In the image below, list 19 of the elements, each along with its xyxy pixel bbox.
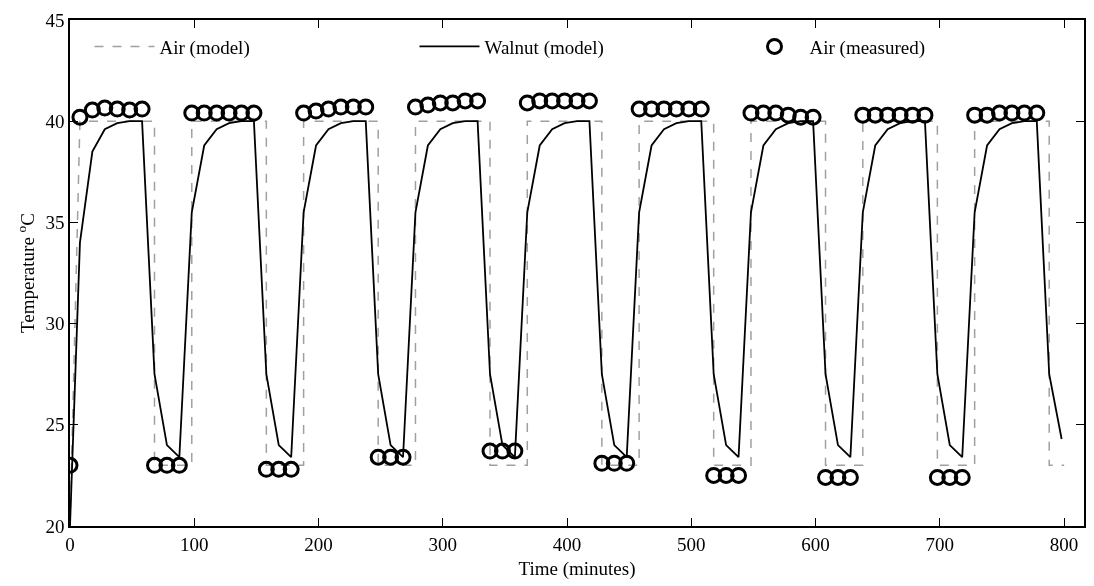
legend-label: Air (model) (159, 36, 250, 59)
y-tick-label: 20 (45, 515, 65, 537)
y-tick-label: 25 (45, 414, 65, 436)
x-tick-label: 700 (925, 533, 955, 555)
x-tick-label: 0 (65, 533, 75, 555)
x-tick-label: 200 (304, 533, 333, 555)
legend-label: Walnut (model) (484, 36, 604, 59)
x-tick-label: 100 (180, 533, 209, 555)
y-tick-label: 40 (45, 110, 65, 132)
y-tick-label: 30 (45, 313, 65, 335)
x-tick-label: 400 (552, 533, 582, 555)
x-tick-label: 800 (1049, 533, 1079, 555)
x-axis-title: Time (minutes) (518, 557, 636, 580)
legend-label: Air (measured) (809, 36, 926, 59)
x-tick-label: 300 (428, 533, 458, 555)
x-tick-label: 500 (677, 533, 706, 555)
y-tick-label: 35 (45, 212, 65, 234)
x-tick-label: 600 (801, 533, 830, 555)
y-tick-label: 45 (45, 9, 65, 31)
